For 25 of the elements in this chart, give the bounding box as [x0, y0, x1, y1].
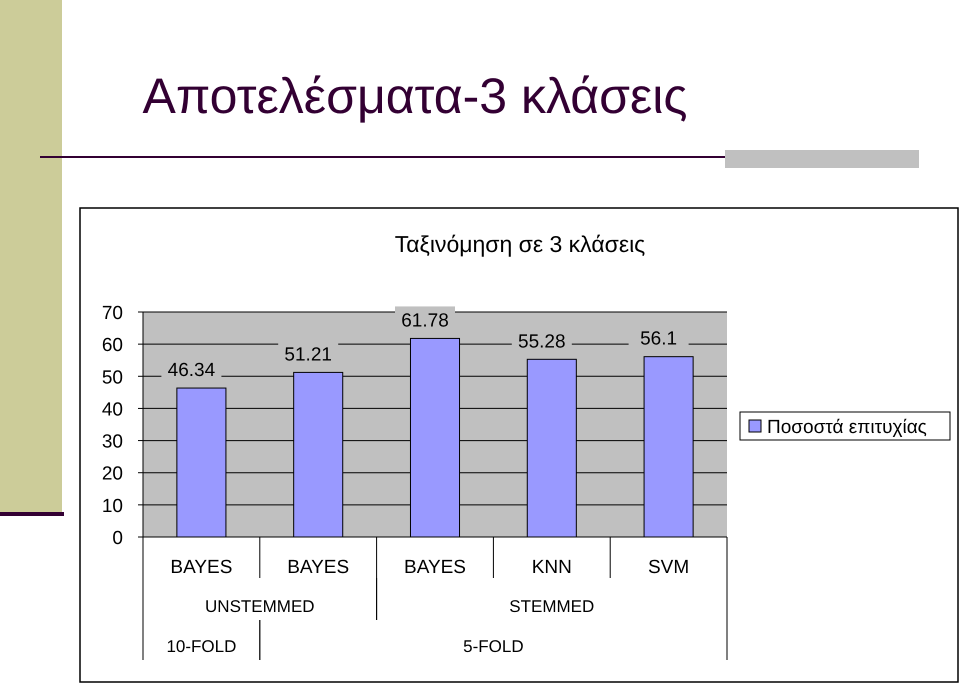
data-label: 61.78: [401, 310, 449, 332]
x-tick-label: KNN: [532, 557, 572, 578]
y-tick-label: 40: [102, 399, 123, 420]
data-label: 56.1: [640, 328, 678, 350]
chart-title: Αποτελέσματα-3 κλάσεις: [142, 68, 688, 124]
text: UNSTEMMED: [205, 597, 315, 616]
y-tick-label: 70: [102, 303, 123, 324]
y-tick-label: 10: [102, 496, 123, 517]
text: 5-FOLD: [463, 637, 524, 656]
y-tick-label: 60: [102, 335, 123, 356]
y-tick-label: 30: [102, 432, 123, 453]
text: 10-FOLD: [166, 637, 236, 656]
data-label: 55.28: [518, 331, 566, 352]
y-tick-label: 0: [112, 528, 123, 549]
x-tick-label: BAYES: [287, 557, 350, 578]
x-tick-label: SVM: [648, 557, 690, 578]
data-label: 46.34: [168, 360, 216, 382]
x-tick-label: BAYES: [170, 557, 232, 578]
legend-label: Ποσοστά επιτυχίας: [767, 417, 927, 438]
y-tick-label: 50: [102, 367, 123, 388]
text: STEMMED: [509, 597, 594, 616]
x-tick-label: BAYES: [404, 557, 466, 578]
chart-subtitle: Ταξινόμηση σε 3 κλάσεις: [394, 231, 646, 257]
data-label: 51.21: [284, 344, 332, 366]
y-tick-label: 20: [102, 464, 123, 485]
